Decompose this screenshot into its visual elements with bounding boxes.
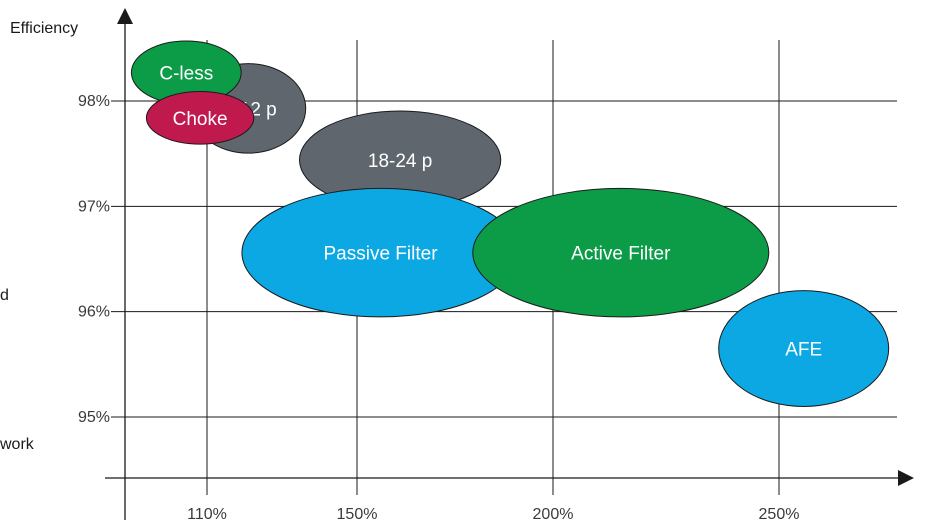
y-tick-label: 96%: [78, 304, 110, 321]
bubble-label-c-less: C-less: [159, 64, 213, 85]
left-edge-fragment-2: work: [0, 436, 34, 453]
bubble-active-filter: [472, 187, 770, 318]
bubble-label-active-filter: Active Filter: [571, 244, 671, 265]
x-axis-arrow-icon: [898, 470, 914, 486]
bubble-afe: [718, 290, 890, 407]
tick-labels: 95% 96% 97% 98% 110% 150% 200% 250%: [78, 93, 799, 523]
x-tick-label: 150%: [337, 506, 378, 523]
y-tick-label: 95%: [78, 409, 110, 426]
y-tick-label: 97%: [78, 198, 110, 215]
x-tick-label: 110%: [187, 506, 227, 523]
y-axis-title: Efficiency: [10, 20, 78, 37]
y-tick-label: 98%: [78, 93, 110, 110]
bubble-label-18-24-p: 18-24 p: [368, 151, 432, 172]
left-edge-fragment-1: d: [0, 287, 9, 304]
bubble-label-passive-filter: Passive Filter: [324, 244, 439, 265]
x-tick-label: 200%: [533, 506, 574, 523]
x-tick-label: 250%: [759, 506, 800, 523]
axes: Efficiency: [10, 8, 914, 520]
bubble-label-afe: AFE: [785, 340, 822, 361]
y-axis-arrow-icon: [117, 8, 133, 24]
bubble-label-choke: Choke: [173, 109, 228, 130]
bubble-choke: [145, 91, 255, 145]
